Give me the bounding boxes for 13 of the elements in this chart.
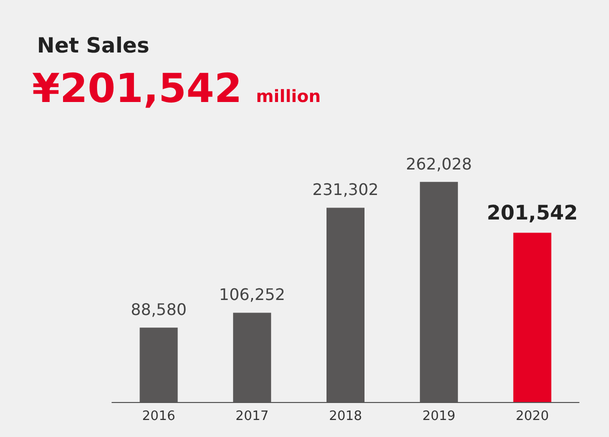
chart-subtitle: ¥201,542 million <box>32 66 321 112</box>
data-label: 106,252 <box>219 285 286 304</box>
chart-title: Net Sales <box>37 34 150 58</box>
data-label: 201,542 <box>486 200 578 225</box>
x-tick-label: 2018 <box>328 409 362 424</box>
data-label: 231,302 <box>312 180 379 200</box>
x-tick-label: 2020 <box>516 409 549 424</box>
x-tick-label: 2016 <box>142 409 176 424</box>
x-tick-label: 2017 <box>236 409 269 424</box>
data-label: 262,028 <box>406 154 472 174</box>
data-label: 88,580 <box>130 300 187 320</box>
x-tick-label: 2019 <box>422 409 456 424</box>
bar <box>513 232 552 402</box>
